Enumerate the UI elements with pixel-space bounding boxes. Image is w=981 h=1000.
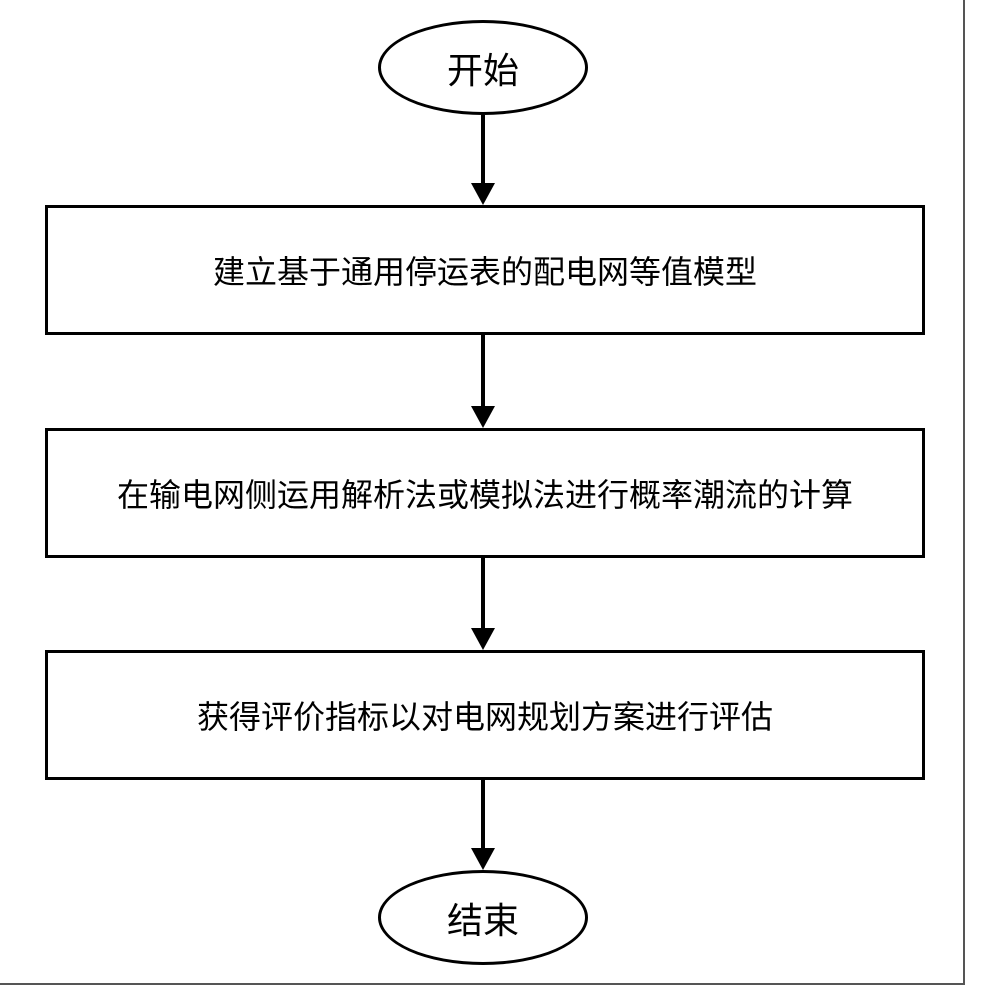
process-step-3: 获得评价指标以对电网规划方案进行评估 bbox=[45, 650, 925, 780]
process-step-1: 建立基于通用停运表的配电网等值模型 bbox=[45, 205, 925, 335]
edge-0-head bbox=[471, 183, 495, 205]
edge-2-head bbox=[471, 628, 495, 650]
process-step-2: 在输电网侧运用解析法或模拟法进行概率潮流的计算 bbox=[45, 428, 925, 558]
edge-1-line bbox=[481, 335, 485, 408]
edge-1-head bbox=[471, 406, 495, 428]
edge-2-line bbox=[481, 558, 485, 630]
start-label: 开始 bbox=[447, 42, 519, 94]
edge-3-head bbox=[471, 848, 495, 870]
flowchart-canvas: 开始 建立基于通用停运表的配电网等值模型 在输电网侧运用解析法或模拟法进行概率潮… bbox=[0, 0, 981, 1000]
end-node: 结束 bbox=[378, 870, 588, 965]
end-label: 结束 bbox=[447, 892, 519, 944]
edge-0-line bbox=[481, 115, 485, 185]
process-step-3-label: 获得评价指标以对电网规划方案进行评估 bbox=[197, 692, 773, 738]
start-node: 开始 bbox=[378, 20, 588, 115]
edge-3-line bbox=[481, 780, 485, 850]
process-step-2-label: 在输电网侧运用解析法或模拟法进行概率潮流的计算 bbox=[117, 470, 853, 516]
process-step-1-label: 建立基于通用停运表的配电网等值模型 bbox=[213, 247, 757, 293]
